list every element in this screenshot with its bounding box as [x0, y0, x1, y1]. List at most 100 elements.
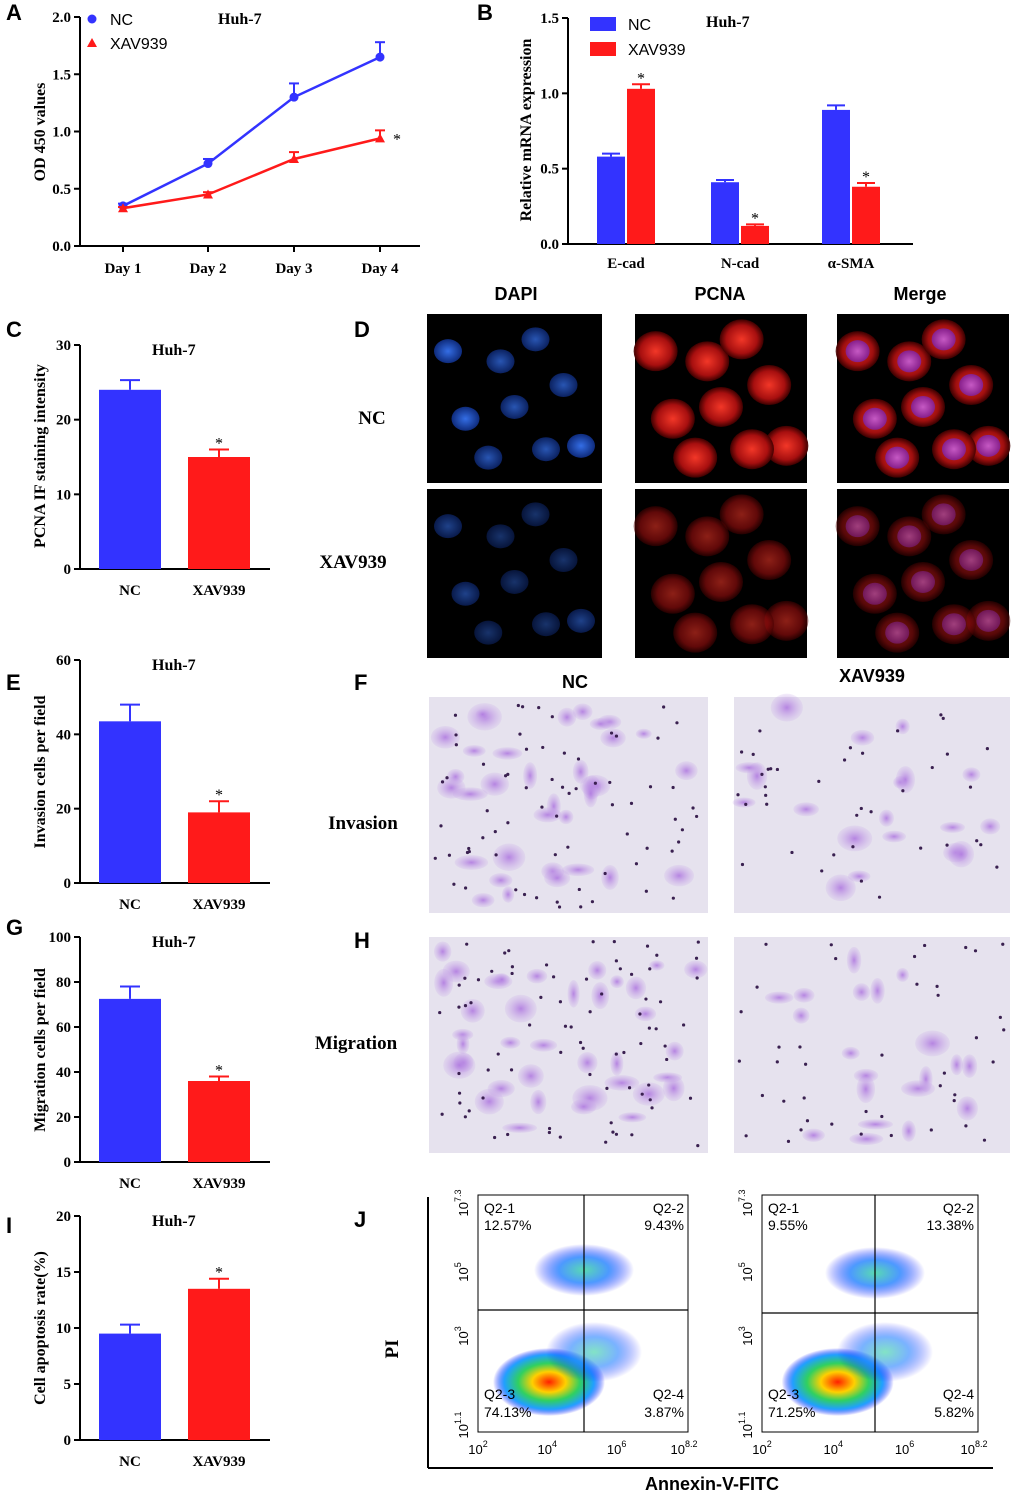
cell: [633, 331, 678, 372]
pore: [614, 1132, 619, 1136]
pore: [859, 879, 864, 883]
pore: [559, 1050, 563, 1055]
chart-g-xtick-label: NC: [119, 1176, 141, 1192]
pore: [777, 1045, 781, 1049]
cell: [719, 494, 764, 535]
nucleus: [549, 547, 578, 572]
pore: [506, 1132, 510, 1137]
flow-xtick-label: 102: [468, 1439, 487, 1457]
pore: [975, 839, 979, 843]
stained-cell: [567, 979, 580, 1008]
pore: [760, 772, 764, 776]
pore: [764, 793, 768, 797]
pore: [567, 791, 571, 795]
stained-cell: [649, 960, 665, 971]
pore: [782, 1099, 786, 1103]
pore: [510, 965, 514, 969]
nucleus: [885, 446, 910, 469]
chart-e-xtick-label: NC: [119, 897, 141, 913]
pore: [588, 1072, 592, 1077]
flow-ytick-label: 103: [737, 1326, 755, 1345]
flow-xtick-exp: 4: [838, 1439, 843, 1449]
flow-xtick-exp: 8.2: [685, 1439, 698, 1449]
flow-xtick-label: 108.2: [961, 1439, 988, 1457]
flow-xtick-exp: 6: [621, 1439, 626, 1449]
pore: [805, 1119, 810, 1123]
pore: [696, 1144, 700, 1148]
pore: [458, 1101, 462, 1105]
pore: [919, 846, 923, 850]
flow-ytick-base: 10: [456, 1331, 471, 1345]
pore: [941, 716, 945, 720]
stained-cell: [492, 843, 526, 871]
chart-i-xtick-label: NC: [119, 1454, 141, 1470]
stained-cell: [634, 1006, 657, 1022]
pore: [614, 959, 618, 963]
pore: [544, 963, 549, 967]
stained-cell: [841, 1046, 860, 1060]
stained-cell: [610, 975, 624, 989]
pore: [842, 758, 847, 762]
stained-cell: [480, 772, 509, 796]
stained-cell: [896, 968, 909, 982]
if-image-dapi: [427, 314, 602, 483]
pore: [804, 1062, 808, 1066]
pore: [736, 793, 740, 797]
pore: [889, 1133, 893, 1138]
stained-cell: [847, 870, 871, 883]
chart-e-xtick-label: XAV939: [192, 897, 245, 913]
flow-xtick-label: 104: [538, 1439, 557, 1457]
cell: [729, 429, 774, 470]
pore: [524, 786, 528, 790]
quadrant-label: Q2-3: [484, 1386, 515, 1402]
pore: [457, 983, 461, 987]
pore: [541, 745, 545, 750]
chart-a-ytick-label: 1.5: [52, 67, 71, 83]
flow-ytick-base: 10: [740, 1267, 755, 1281]
pore: [680, 828, 684, 832]
pore: [452, 882, 456, 886]
pore: [609, 1121, 613, 1125]
nucleus: [941, 613, 966, 636]
stained-cell: [856, 1075, 876, 1104]
pore: [896, 729, 900, 733]
nucleus: [486, 349, 515, 374]
panel-letter-i: I: [6, 1213, 12, 1238]
panel-j-flow: PI Annexin-V-FITC Q2-112.57%Q2-29.43%Q2-…: [382, 1190, 993, 1494]
pore: [912, 954, 917, 959]
stained-cell: [475, 709, 490, 720]
stained-cell: [446, 769, 465, 785]
stained-cell: [474, 1088, 504, 1115]
pore: [952, 1099, 956, 1103]
pore: [551, 975, 556, 979]
pore: [942, 1071, 946, 1075]
stained-cell: [591, 982, 610, 1010]
chart-g-title: Huh-7: [152, 934, 196, 951]
if-image-pcna: [633, 314, 809, 483]
panel-letter-e: E: [6, 670, 21, 695]
pore: [648, 785, 653, 789]
chart-i-title: Huh-7: [152, 1213, 196, 1230]
pore: [566, 845, 570, 849]
stained-cell: [895, 766, 915, 794]
pore: [516, 703, 520, 708]
if-image-merge: [835, 314, 1011, 483]
chart-i-ytick-label: 10: [56, 1321, 71, 1337]
chart-a-xtick-label: Day 4: [361, 261, 399, 277]
flow-ytick-exp: 1.1: [453, 1412, 463, 1425]
pore: [469, 1001, 473, 1005]
pore: [555, 900, 559, 904]
pore: [864, 1109, 868, 1114]
stained-cell: [572, 759, 589, 784]
stained-cell: [494, 973, 510, 987]
stained-cell: [526, 968, 548, 984]
pore: [609, 731, 614, 735]
pore: [524, 747, 529, 751]
pore: [457, 1091, 462, 1095]
chart-e-ytick-label: 60: [56, 653, 71, 669]
stained-cell: [501, 886, 515, 903]
pore: [998, 1015, 1002, 1019]
chart-i-ytick-label: 5: [64, 1377, 72, 1393]
chart-a-point-nc: [203, 159, 213, 169]
